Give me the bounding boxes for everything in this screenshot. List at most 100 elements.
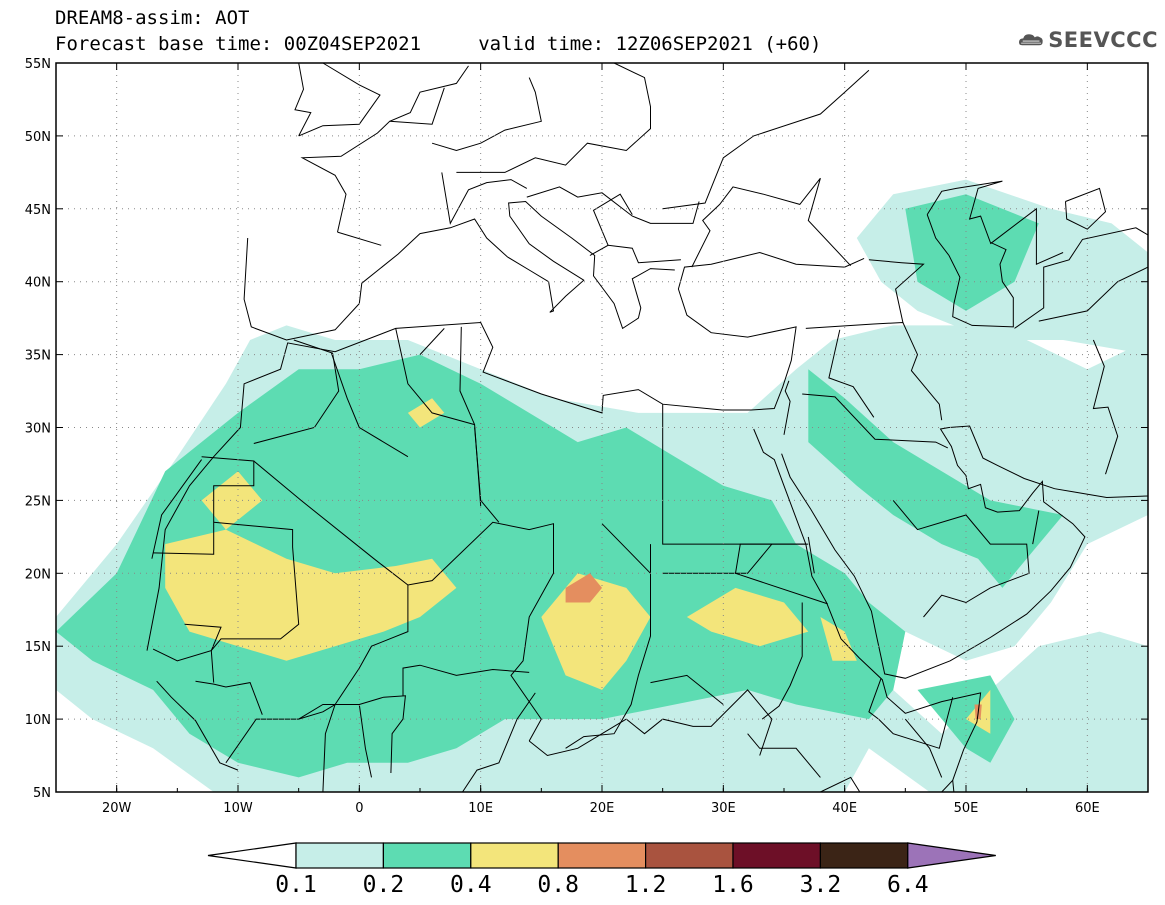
x-tick-label: 60E: [1075, 801, 1100, 816]
coastline-segment: [1032, 510, 1040, 545]
colorbar-over-arrow: [907, 842, 996, 869]
coastline-segment: [820, 776, 906, 792]
coastline-segment: [419, 328, 445, 355]
coastline-segment: [441, 172, 528, 225]
coastline-segment: [952, 780, 955, 792]
map-axes: 20W 10W 0 10E 20E 30E 40E 50E 60E 55N 50N 45N 40N 35N…: [25, 57, 1149, 816]
x-tick-label: 10E: [468, 801, 493, 816]
colorbar: 0.1 0.2 0.4 0.8 1.2 1.6 3.2 6.4: [207, 842, 996, 898]
colorbar-bin: [819, 842, 909, 869]
x-tick-label: 40E: [832, 801, 857, 816]
colorbar-bin: [557, 842, 647, 869]
coastline-segment: [358, 704, 372, 778]
y-tick-label: 25N: [25, 494, 51, 509]
y-tick-label: 55N: [25, 57, 51, 72]
coastline-segment: [592, 193, 633, 246]
colorbar-label: 0.1: [275, 872, 317, 898]
coastline-segment: [153, 456, 255, 555]
coastline-segment: [1038, 266, 1148, 322]
colorbar-label: 1.2: [625, 872, 667, 898]
colorbar-bin: [732, 842, 822, 869]
map-title: DREAM8-assim: AOT: [55, 7, 250, 29]
coastline-segment: [589, 244, 681, 264]
x-tick-label: 0: [355, 801, 363, 816]
y-tick-label: 30N: [25, 422, 51, 437]
coastline-segment: [195, 680, 263, 715]
coastline-segment: [462, 692, 536, 792]
colorbar-label: 3.2: [800, 872, 842, 898]
seevccc-logo: SEEVCCC: [1018, 20, 1158, 60]
coastline-segment: [565, 523, 651, 749]
coastline-segment: [783, 380, 791, 435]
coastline-segment: [337, 231, 382, 246]
x-tick-label: 20W: [102, 801, 132, 816]
colorbar-bin: [382, 842, 472, 869]
colorbar-under-arrow: [207, 842, 297, 869]
coastline-segment: [625, 689, 773, 756]
colorbar-label: 1.6: [712, 872, 754, 898]
coastline-segment: [662, 69, 870, 210]
x-tick-label: 10W: [223, 801, 253, 816]
coastline-segment: [210, 521, 300, 683]
coastline-segment: [761, 602, 803, 720]
colorbar-bin: [295, 842, 385, 869]
x-tick-label: 20E: [590, 801, 615, 816]
coastline-segment: [243, 200, 675, 341]
coastline-segment: [389, 87, 445, 125]
y-tick-label: 50N: [25, 130, 51, 145]
coastline-segment: [828, 329, 875, 418]
coastline-segment: [805, 321, 943, 421]
y-tick-label: 20N: [25, 567, 51, 582]
aot-contour-c3: [820, 617, 857, 661]
coastline-segment: [395, 328, 475, 426]
aot-contour-c4: [565, 573, 602, 603]
aot-contour-c2: [808, 369, 1064, 588]
coastline-segment: [253, 339, 340, 444]
coastline-segment: [734, 543, 828, 605]
coastline-segment: [1014, 227, 1148, 329]
y-tick-label: 35N: [25, 349, 51, 364]
colorbar-bin: [644, 842, 734, 869]
coastline-segment: [402, 664, 530, 696]
coastline-segment: [747, 733, 821, 778]
aot-contour-c3: [686, 587, 809, 647]
y-tick-label: 5N: [33, 786, 51, 801]
coastline-segment: [1092, 339, 1119, 475]
coastline-segment: [1065, 187, 1107, 230]
coastline-segment: [431, 77, 542, 152]
coastline-segment: [459, 326, 482, 507]
coastline-segment: [322, 704, 336, 792]
coastline-segment: [152, 623, 222, 662]
x-tick-label: 50E: [954, 801, 979, 816]
coastline-segment: [892, 500, 1030, 618]
coastline-segment: [926, 180, 1014, 328]
coastline-segment: [691, 177, 852, 268]
aot-contour-c3: [407, 398, 445, 428]
y-tick-label: 40N: [25, 276, 51, 291]
coastline-segment: [650, 674, 724, 705]
coastline-segment: [807, 536, 815, 574]
aot-contour-c2: [56, 354, 906, 778]
map-subtitle: Forecast base time: 00Z04SEP2021 valid t…: [55, 33, 822, 55]
x-tick-label: 30E: [711, 801, 736, 816]
coastline-segment: [156, 680, 239, 771]
map-grid: [56, 63, 1148, 792]
colorbar-bin: [470, 842, 559, 869]
coastline-segment: [989, 207, 1064, 265]
coastline-segment: [753, 428, 982, 792]
coastline-segment: [868, 259, 925, 323]
coastline-segment: [151, 459, 203, 559]
coastline-segment: [298, 695, 406, 774]
coastline-segment: [300, 65, 469, 233]
colorbar-label: 0.2: [363, 872, 405, 898]
coastline-segment: [781, 425, 1148, 679]
colorbar-label: 6.4: [887, 872, 929, 898]
logo-text: SEEVCCC: [1048, 28, 1158, 52]
coastline-segment: [528, 718, 627, 757]
coastline-segment: [294, 63, 381, 137]
colorbar-label: 0.4: [450, 872, 492, 898]
coastline-segment: [456, 63, 651, 173]
coastline-segment: [802, 393, 949, 449]
coastline-segment: [330, 352, 409, 458]
